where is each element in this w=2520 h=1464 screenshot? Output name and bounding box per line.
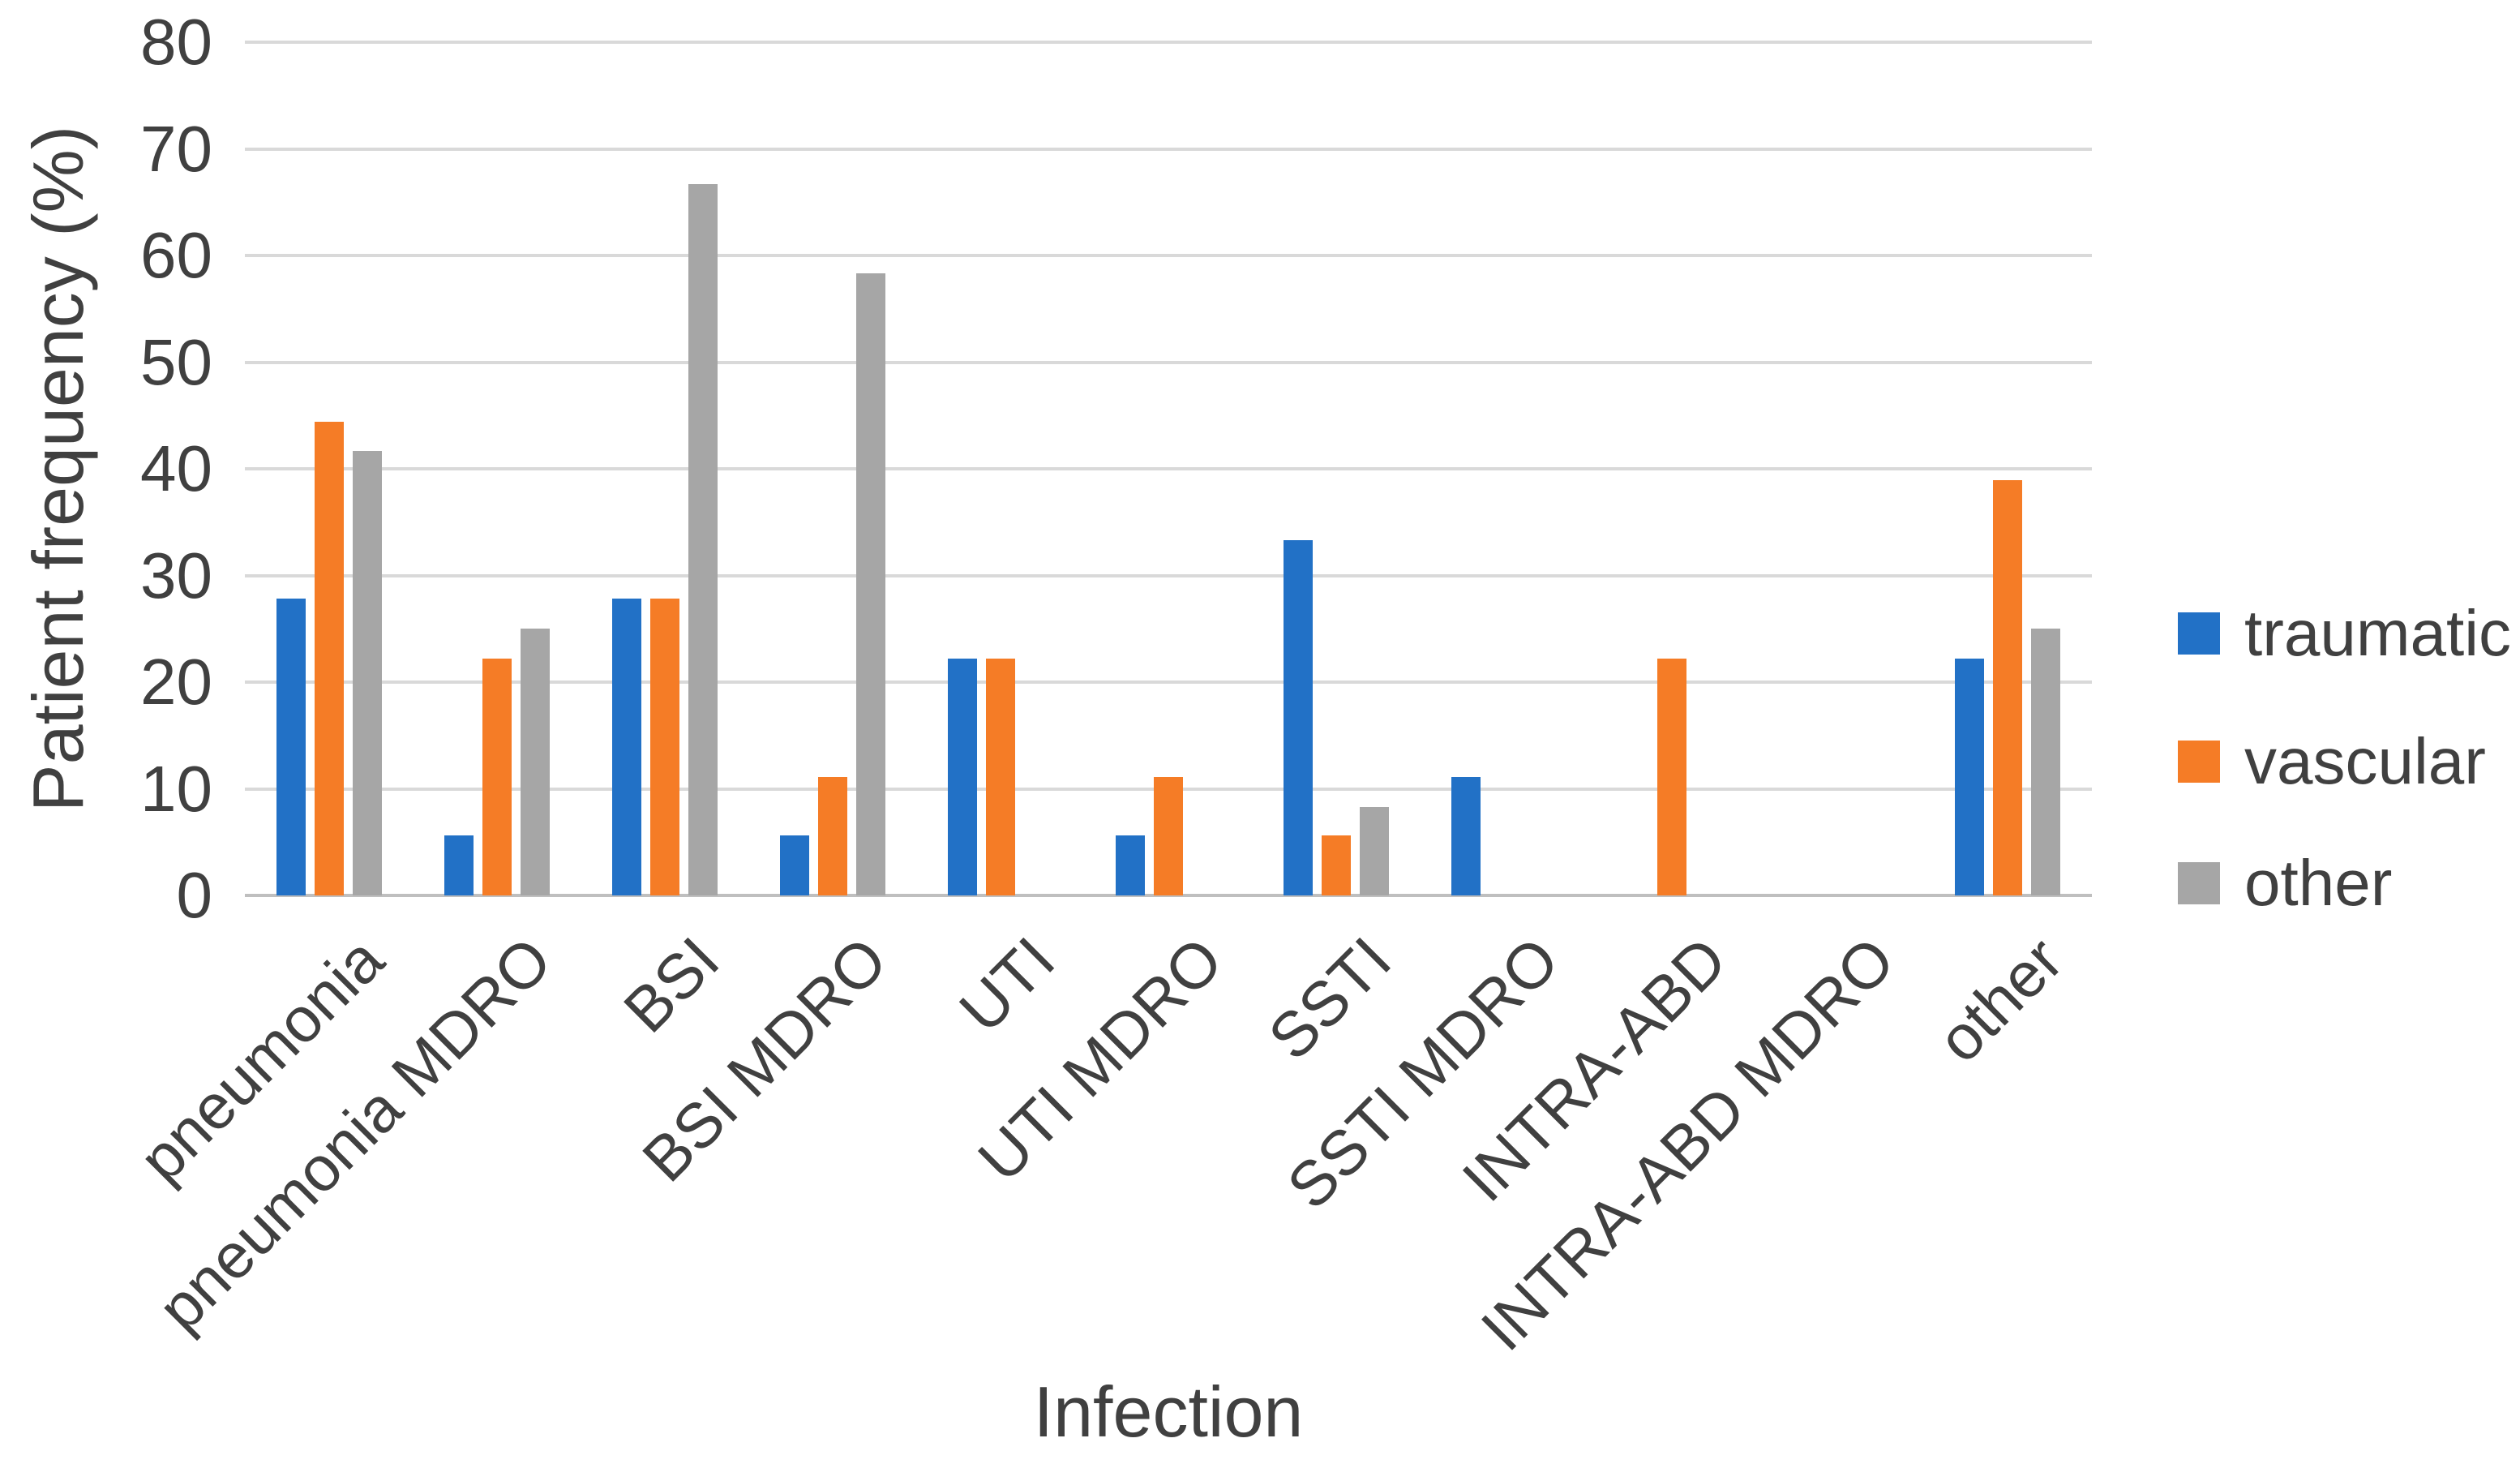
gridline-80: [245, 41, 2092, 44]
y-tick-label-20: 20: [140, 646, 212, 718]
gridline-50: [245, 360, 2092, 364]
bar-group-bsi-mdro: [779, 273, 885, 895]
bar-vascular-other: [1993, 480, 2023, 895]
x-axis-title: Infection: [1033, 1372, 1304, 1452]
bar-group-pneumonia: [276, 422, 382, 895]
bar-traumatic-bsi: [611, 599, 641, 895]
gridline-40: [245, 467, 2092, 470]
bar-group-ssti-mdro: [1451, 777, 1557, 895]
legend-item-vascular: vascular: [2178, 729, 2486, 794]
bar-other-pneumonia-mdro: [520, 629, 550, 895]
bar-vascular-uti-mdro: [1154, 777, 1183, 895]
bar-traumatic-uti-mdro: [1116, 835, 1145, 895]
gridline-20: [245, 680, 2092, 684]
legend-item-other: other: [2178, 851, 2392, 916]
gridline-60: [245, 254, 2092, 257]
bar-vascular-ssti: [1322, 835, 1352, 895]
gridline-70: [245, 147, 2092, 151]
x-tick-label-other: other: [1923, 923, 2076, 1076]
y-tick-label-80: 80: [140, 6, 212, 78]
bar-other-ssti: [1360, 806, 1390, 895]
bar-other-bsi: [688, 183, 718, 895]
bar-group-pneumonia-mdro: [444, 629, 550, 895]
legend-swatch-vascular: [2178, 741, 2220, 783]
x-tick-label-uti: UTI: [945, 923, 1069, 1046]
x-axis-baseline: [245, 894, 2092, 897]
bar-group-other: [1955, 480, 2061, 895]
bar-vascular-pneumonia: [314, 422, 344, 895]
x-tick-label-ssti: SSTI: [1254, 923, 1404, 1074]
bar-other-pneumonia: [352, 450, 382, 895]
bar-traumatic-pneumonia-mdro: [444, 835, 474, 895]
legend-swatch-other: [2178, 862, 2220, 904]
bar-traumatic-bsi-mdro: [779, 835, 809, 895]
bar-other-bsi-mdro: [855, 273, 885, 895]
legend-item-traumatic: traumatic: [2178, 601, 2511, 666]
bar-vascular-bsi: [649, 599, 679, 895]
plot-area: [245, 41, 2092, 897]
bar-other-other: [2031, 629, 2061, 895]
bar-group-uti-mdro: [1116, 777, 1221, 895]
bar-vascular-uti: [985, 659, 1015, 895]
bar-group-uti: [947, 659, 1053, 895]
y-tick-label-30: 30: [140, 539, 212, 612]
gridline-30: [245, 573, 2092, 577]
bar-traumatic-pneumonia: [276, 599, 306, 895]
y-tick-label-60: 60: [140, 219, 212, 291]
bar-traumatic-uti: [947, 659, 977, 895]
legend-swatch-traumatic: [2178, 612, 2220, 655]
bar-vascular-pneumonia-mdro: [482, 659, 512, 895]
y-tick-label-0: 0: [176, 859, 213, 931]
legend-label-vascular: vascular: [2244, 725, 2486, 797]
legend-label-other: other: [2244, 847, 2393, 919]
bar-group-bsi: [611, 183, 718, 895]
x-tick-label-bsi: BSI: [610, 923, 733, 1046]
bar-group-intra-abd: [1619, 659, 1725, 895]
bar-traumatic-ssti-mdro: [1451, 777, 1481, 895]
legend-label-traumatic: traumatic: [2244, 597, 2511, 669]
bar-group-ssti: [1284, 540, 1390, 895]
y-tick-label-40: 40: [140, 432, 212, 504]
bar-vascular-intra-abd: [1657, 659, 1687, 895]
bar-vascular-bsi-mdro: [817, 777, 847, 895]
y-tick-label-10: 10: [140, 752, 212, 825]
y-tick-label-70: 70: [140, 112, 212, 185]
y-tick-label-50: 50: [140, 325, 212, 398]
bar-traumatic-other: [1955, 659, 1985, 895]
bar-traumatic-ssti: [1284, 540, 1314, 895]
